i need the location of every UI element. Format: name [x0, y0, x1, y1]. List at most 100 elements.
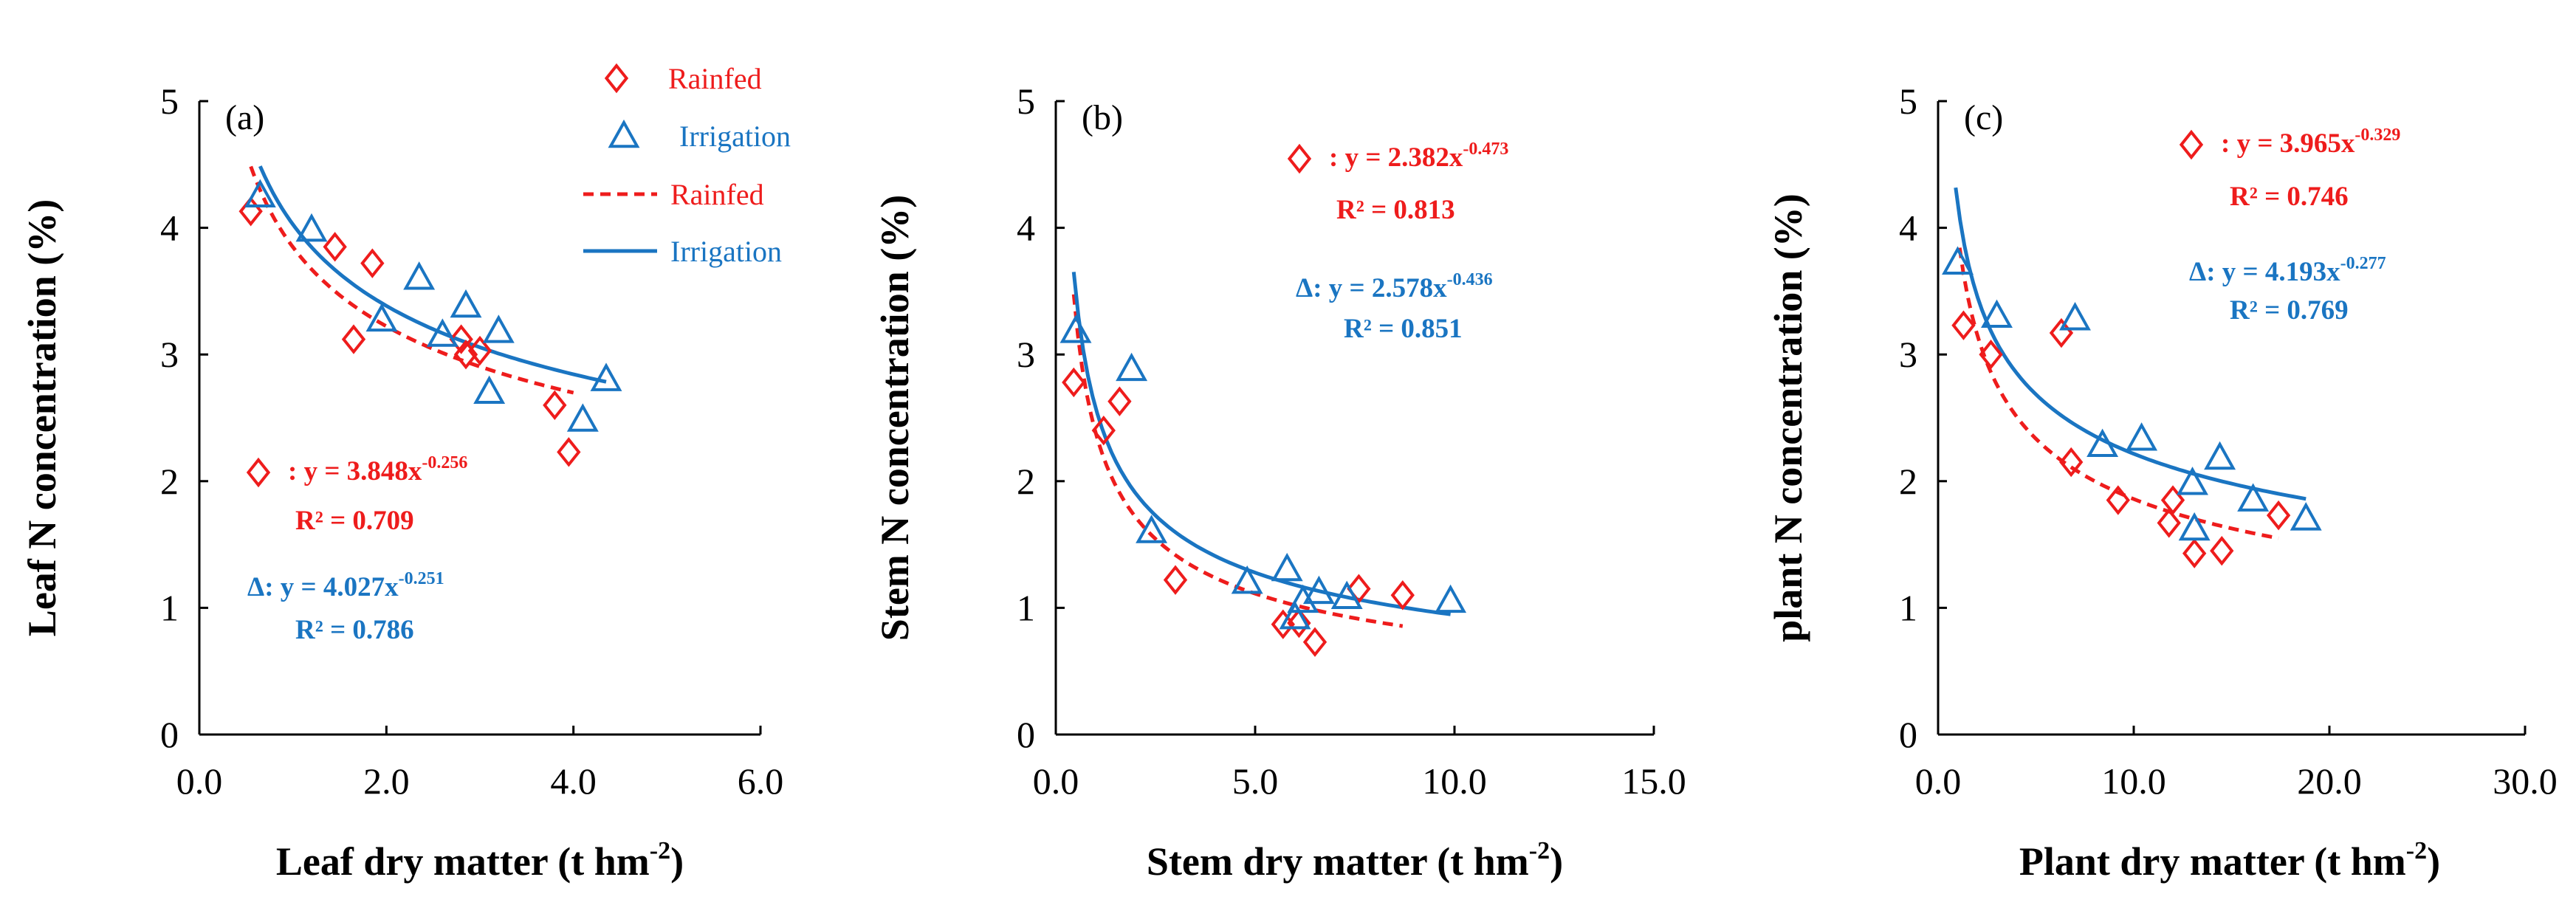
irrigation-equation: Δ: y = 4.027x-0.251: [247, 569, 444, 602]
rainfed-fit-curve: [249, 165, 574, 395]
y-tick-label: 5: [1017, 80, 1035, 122]
legend-rainfed-marker: [604, 63, 629, 94]
irrigation-fit-curve: [258, 165, 607, 384]
irrigation-data-point: [365, 303, 398, 332]
x-tick-label: 4.0: [550, 760, 597, 802]
y-tick-label: 0: [160, 714, 179, 755]
y-tick-label: 4: [1017, 207, 1035, 249]
irrigation-data-point: [2290, 502, 2322, 531]
irrigation-data-point: [1279, 601, 1311, 630]
rainfed-data-point: [1347, 574, 1371, 604]
legend-irrigation-fit-label: Irrigation: [670, 235, 782, 268]
rainfed-data-point: [467, 335, 492, 366]
panel-label: (c): [1964, 98, 2003, 137]
rainfed-annotation-marker: [1287, 143, 1312, 174]
chart-panel-a: 0 1 2 3 4 5 0.0 2.0 4.0 6.0 Leaf dry matter (t hm-…: [20, 62, 791, 884]
irrigation-data-point: [482, 314, 515, 343]
irrigation-r-squared: R² = 0.769: [2230, 295, 2349, 326]
rainfed-data-point: [2210, 535, 2234, 566]
rainfed-data-point: [2160, 485, 2185, 515]
y-tick-label: 1: [1899, 587, 1917, 628]
chart-panel-c: 0 1 2 3 4 5 0.0 10.0 20.0 30.0 Plant dry matter (t…: [1766, 80, 2558, 884]
y-tick-label: 1: [160, 587, 179, 628]
rainfed-data-point: [1390, 580, 1415, 611]
irrigation-fit-curve: [1954, 187, 2307, 501]
irrigation-data-point: [473, 375, 506, 404]
irrigation-data-point: [2126, 422, 2158, 451]
irrigation-data-point: [1231, 565, 1263, 594]
irrigation-data-point: [1981, 299, 2013, 329]
rainfed-data-point: [360, 248, 385, 278]
rainfed-data-point: [2266, 500, 2291, 531]
rainfed-r-squared: R² = 0.813: [1336, 195, 1455, 225]
irrigation-equation: Δ: y = 4.193x-0.277: [2189, 254, 2386, 287]
y-tick-label: 2: [160, 461, 179, 502]
rainfed-data-point: [2059, 447, 2084, 478]
legend-rainfed-points-label: Rainfed: [668, 62, 762, 95]
rainfed-annotation-marker: [2179, 129, 2204, 160]
x-tick-label: 30.0: [2493, 760, 2558, 802]
rainfed-data-point: [1287, 608, 1311, 639]
rainfed-data-point: [1107, 386, 1132, 416]
rainfed-data-point: [323, 232, 347, 262]
irrigation-data-point: [1136, 515, 1168, 543]
rainfed-data-point: [1062, 367, 1086, 398]
x-tick-label: 15.0: [1621, 760, 1686, 802]
panel-label: (a): [225, 98, 264, 137]
rainfed-equation: : y = 2.382x-0.473: [1329, 140, 1508, 173]
rainfed-fit-curve: [1071, 294, 1404, 628]
legend-irrigation-points-label: Irrigation: [679, 120, 791, 153]
y-axis-label: Leaf N concentration (%): [20, 199, 64, 636]
legend-rainfed-fit-label: Rainfed: [670, 178, 764, 211]
y-tick-label: 5: [160, 80, 179, 122]
panel-label: (b): [1082, 98, 1123, 137]
rainfed-r-squared: R² = 0.709: [295, 506, 414, 536]
chart-panel-b: 0 1 2 3 4 5 0.0 5.0 10.0 15.0 Stem dry matter (t h…: [873, 80, 1686, 884]
rainfed-data-point: [1302, 627, 1328, 657]
legend: Rainfed Irrigation Rainfed Irrigation: [583, 62, 791, 268]
rainfed-data-point: [1979, 339, 2003, 370]
irrigation-data-point: [403, 261, 436, 290]
y-tick-label: 3: [160, 334, 179, 375]
irrigation-data-point: [1435, 584, 1467, 613]
x-tick-label: 5.0: [1232, 760, 1279, 802]
rainfed-data-point: [1163, 565, 1188, 595]
irrigation-r-squared: R² = 0.786: [295, 615, 414, 645]
rainfed-fit-curve: [1957, 247, 2279, 540]
x-tick-label: 0.0: [1915, 760, 1962, 802]
irrigation-data-point: [1271, 552, 1303, 582]
irrigation-data-point: [2086, 428, 2119, 458]
rainfed-equation: : y = 3.965x-0.329: [2221, 125, 2400, 159]
irrigation-data-point: [450, 289, 482, 318]
irrigation-data-point: [1942, 246, 1974, 275]
x-tick-label: 10.0: [1422, 760, 1487, 802]
y-tick-label: 0: [1017, 714, 1035, 755]
irrigation-data-point: [426, 318, 458, 347]
rainfed-data-point: [238, 196, 263, 227]
irrigation-data-point: [1116, 352, 1148, 382]
y-tick-label: 4: [160, 207, 179, 249]
y-tick-label: 2: [1899, 461, 1917, 502]
rainfed-data-point: [2106, 485, 2130, 515]
x-tick-label: 0.0: [176, 760, 223, 802]
irrigation-data-point: [2177, 467, 2208, 495]
y-axis-label: Stem N concentration (%): [873, 195, 917, 641]
irrigation-data-point: [244, 179, 276, 207]
rainfed-data-point: [2157, 508, 2181, 538]
x-tick-label: 6.0: [738, 760, 784, 802]
irrigation-data-point: [1330, 580, 1363, 609]
legend-irrigation-marker: [608, 119, 640, 148]
x-axis-label: Plant dry matter (t hm-2): [2019, 837, 2440, 884]
rainfed-data-point: [1951, 310, 1976, 340]
rainfed-annotation-marker: [246, 457, 271, 488]
irrigation-data-point: [1302, 575, 1335, 605]
x-tick-label: 20.0: [2297, 760, 2362, 802]
y-tick-label: 0: [1899, 714, 1917, 755]
irrigation-data-point: [566, 403, 599, 432]
irrigation-fit-curve: [1071, 272, 1451, 616]
rainfed-equation: : y = 3.848x-0.256: [288, 453, 467, 486]
rainfed-data-point: [1091, 415, 1116, 446]
y-tick-label: 5: [1899, 80, 1917, 122]
irrigation-data-point: [2237, 483, 2270, 512]
